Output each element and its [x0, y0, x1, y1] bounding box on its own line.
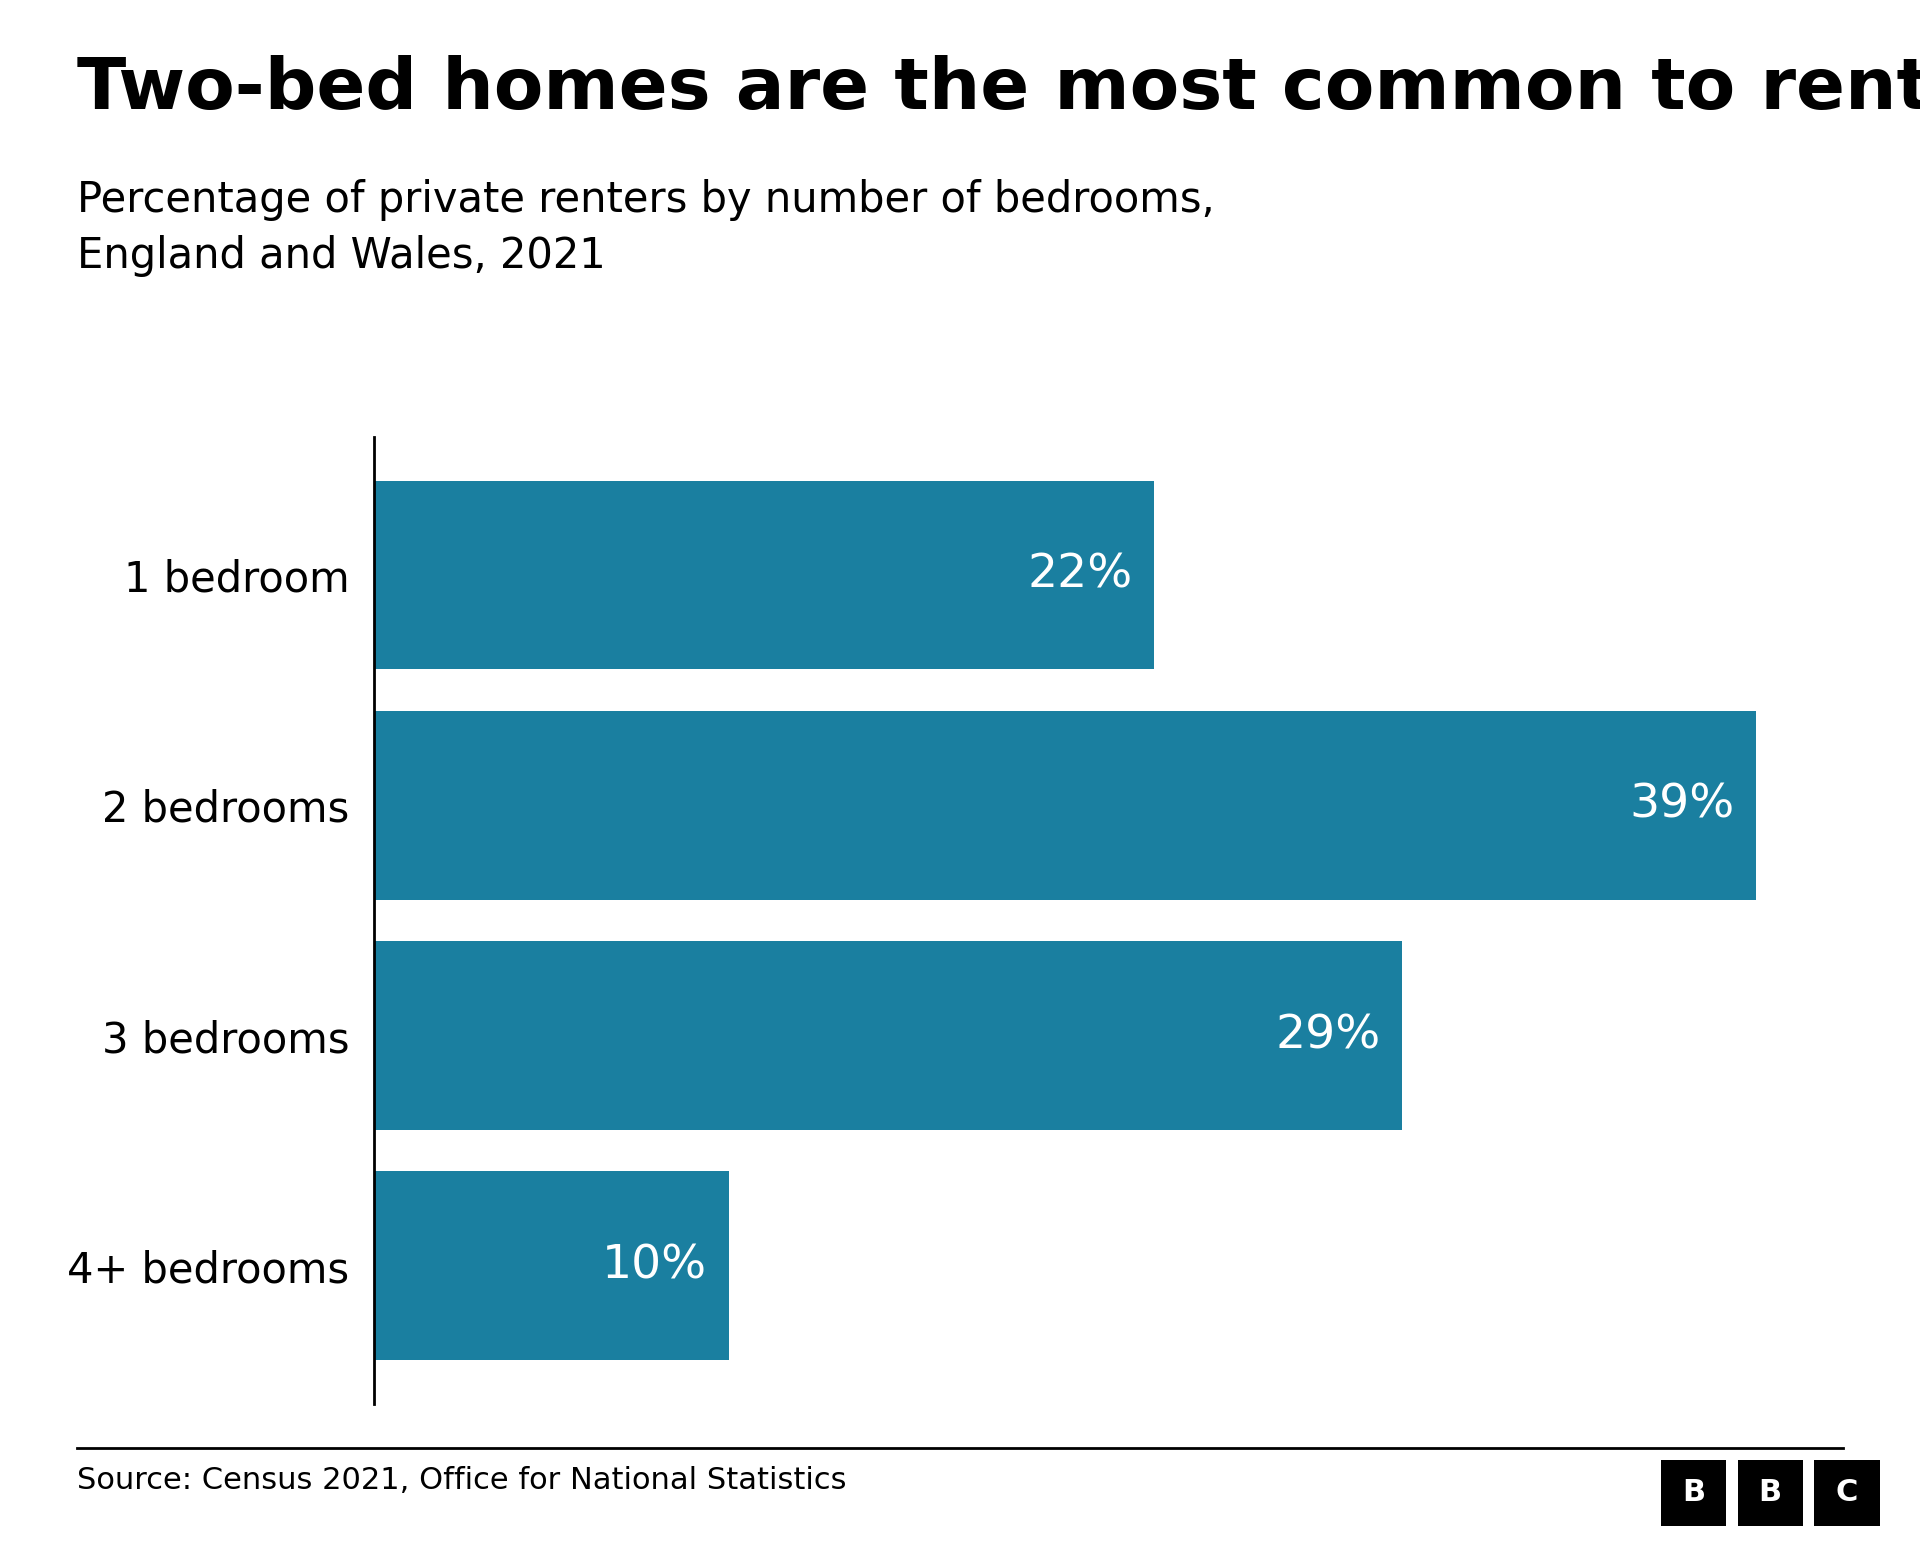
Text: Two-bed homes are the most common to rent: Two-bed homes are the most common to ren…	[77, 55, 1920, 123]
Bar	[374, 711, 1757, 900]
Text: 29%: 29%	[1275, 1012, 1380, 1058]
Text: B: B	[1759, 1479, 1782, 1507]
Bar	[374, 941, 1402, 1129]
Text: 22%: 22%	[1027, 552, 1133, 597]
Text: 10%: 10%	[603, 1243, 707, 1289]
Text: C: C	[1836, 1479, 1859, 1507]
Bar	[374, 1172, 730, 1360]
Bar	[374, 480, 1154, 669]
Text: 39%: 39%	[1630, 783, 1736, 828]
Text: B: B	[1682, 1479, 1705, 1507]
Text: Percentage of private renters by number of bedrooms,
England and Wales, 2021: Percentage of private renters by number …	[77, 179, 1215, 276]
Text: Source: Census 2021, Office for National Statistics: Source: Census 2021, Office for National…	[77, 1466, 847, 1496]
